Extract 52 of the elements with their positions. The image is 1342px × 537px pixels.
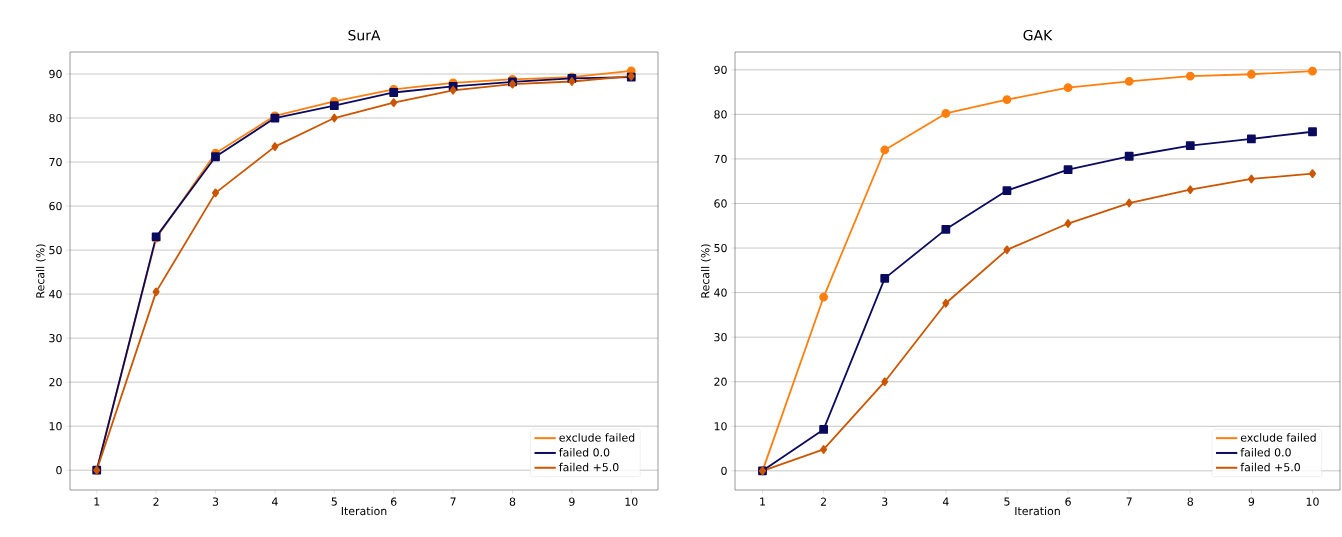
y-tick-label: 80 <box>714 110 727 119</box>
x-tick-label: 7 <box>1126 497 1132 506</box>
legend-label: failed +5.0 <box>559 462 619 472</box>
x-axis-title: Iteration <box>1015 506 1060 516</box>
x-tick-label: 10 <box>625 497 638 506</box>
x-axis-title: Iteration <box>341 506 387 516</box>
chart-title: SurA <box>348 29 381 41</box>
y-tick-label: 70 <box>49 157 62 167</box>
legend-label: failed 0.0 <box>559 448 610 457</box>
y-tick-label: 10 <box>714 422 727 431</box>
chart-title: GAK <box>1023 29 1053 41</box>
x-tick-label: 4 <box>942 497 949 506</box>
x-tick-label: 3 <box>882 497 888 506</box>
y-tick-label: 20 <box>49 378 62 387</box>
x-tick-label: 8 <box>509 497 516 506</box>
y-tick-label: 50 <box>49 245 62 255</box>
legend-label: exclude failed <box>1240 433 1316 442</box>
y-tick-label: 90 <box>49 69 62 79</box>
x-tick-label: 6 <box>390 497 397 506</box>
x-tick-label: 9 <box>569 497 575 506</box>
x-tick-label: 9 <box>1248 497 1255 506</box>
y-tick-label: 60 <box>714 199 727 208</box>
y-tick-label: 40 <box>49 289 62 299</box>
y-axis-title: Recall (%) <box>35 244 46 298</box>
y-tick-label: 90 <box>714 65 727 74</box>
x-tick-label: 5 <box>331 497 337 506</box>
y-tick-label: 70 <box>714 154 727 164</box>
y-tick-label: 50 <box>714 243 727 253</box>
legend-label: failed 0.0 <box>1240 448 1291 457</box>
x-tick-label: 1 <box>760 497 765 506</box>
x-tick-label: 2 <box>820 497 827 506</box>
y-tick-label: 0 <box>56 466 62 475</box>
x-tick-label: 5 <box>1004 497 1010 506</box>
y-tick-label: 30 <box>49 333 62 343</box>
y-tick-label: 10 <box>49 422 62 431</box>
y-tick-label: 0 <box>721 466 727 475</box>
x-tick-label: 6 <box>1065 497 1071 506</box>
legend-label: failed +5.0 <box>1240 462 1300 472</box>
x-tick-label: 1 <box>94 497 100 506</box>
y-tick-label: 30 <box>714 333 727 342</box>
legend-label: exclude failed <box>559 433 635 442</box>
y-tick-label: 40 <box>714 288 727 297</box>
x-tick-label: 10 <box>1306 497 1319 506</box>
x-tick-label: 4 <box>271 497 278 506</box>
y-tick-label: 20 <box>714 377 727 386</box>
y-tick-label: 60 <box>49 201 62 211</box>
x-tick-label: 2 <box>153 497 159 506</box>
y-axis-title: Recall (%) <box>700 244 711 298</box>
x-tick-label: 8 <box>1187 497 1194 506</box>
x-tick-label: 7 <box>450 497 456 506</box>
y-tick-label: 80 <box>49 113 62 123</box>
x-tick-label: 3 <box>212 497 219 506</box>
